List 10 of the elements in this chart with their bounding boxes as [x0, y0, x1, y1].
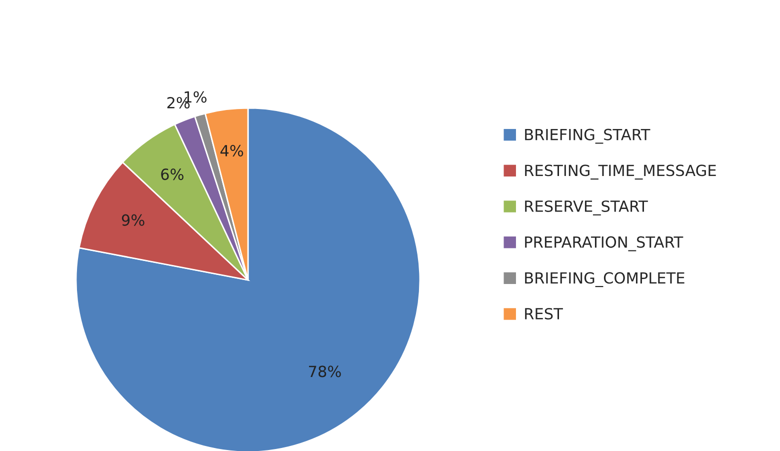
legend-label: BRIEFING_COMPLETE [525, 272, 684, 288]
data-label: 4% [220, 144, 244, 156]
data-label: 9% [122, 214, 144, 226]
legend-label: RESTING_TIME_MESSAGE [525, 164, 716, 180]
legend-label: BRIEFING_START [525, 128, 650, 144]
data-label: 6% [161, 168, 184, 180]
legend-label: RESERVE_START [525, 200, 648, 216]
legend-label: PREPARATION_START [525, 236, 684, 252]
legend-label: REST [525, 308, 563, 320]
data-label: 78% [309, 366, 341, 378]
